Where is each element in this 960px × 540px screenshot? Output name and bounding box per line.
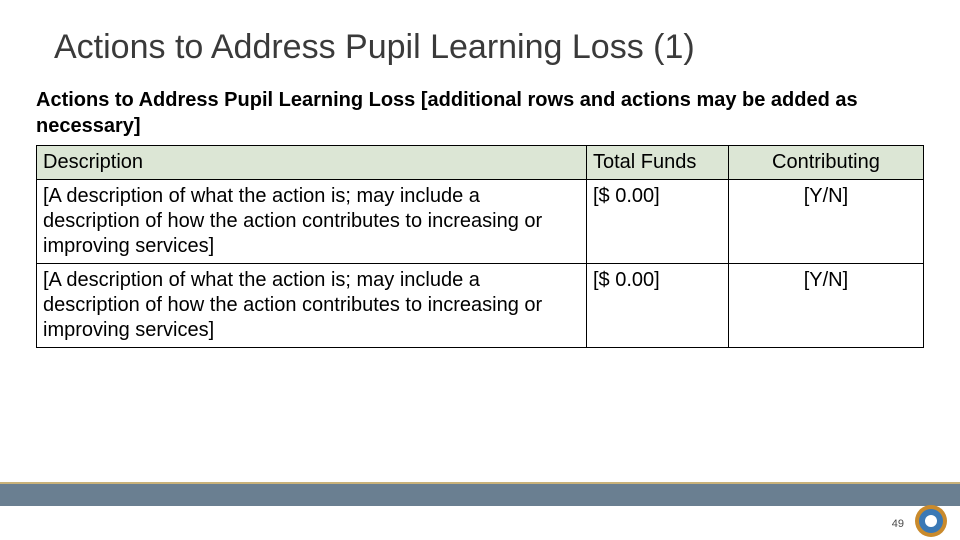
slide-title: Actions to Address Pupil Learning Loss (… bbox=[54, 28, 924, 67]
cell-description: [A description of what the action is; ma… bbox=[37, 264, 587, 348]
cell-description: [A description of what the action is; ma… bbox=[37, 180, 587, 264]
cell-contributing: [Y/N] bbox=[728, 180, 923, 264]
cell-total-funds: [$ 0.00] bbox=[586, 264, 728, 348]
page-number: 49 bbox=[892, 518, 904, 530]
col-header-description: Description bbox=[37, 146, 587, 180]
col-header-contributing: Contributing bbox=[728, 146, 923, 180]
footer-bar bbox=[0, 482, 960, 506]
table-header-row: Description Total Funds Contributing bbox=[37, 146, 924, 180]
seal-icon bbox=[914, 504, 948, 538]
table-row: [A description of what the action is; ma… bbox=[37, 180, 924, 264]
slide: Actions to Address Pupil Learning Loss (… bbox=[0, 0, 960, 540]
slide-subtitle: Actions to Address Pupil Learning Loss [… bbox=[36, 87, 924, 139]
actions-table: Description Total Funds Contributing [A … bbox=[36, 145, 924, 348]
cell-contributing: [Y/N] bbox=[728, 264, 923, 348]
seal-center bbox=[925, 515, 937, 527]
table-row: [A description of what the action is; ma… bbox=[37, 264, 924, 348]
col-header-total-funds: Total Funds bbox=[586, 146, 728, 180]
cell-total-funds: [$ 0.00] bbox=[586, 180, 728, 264]
